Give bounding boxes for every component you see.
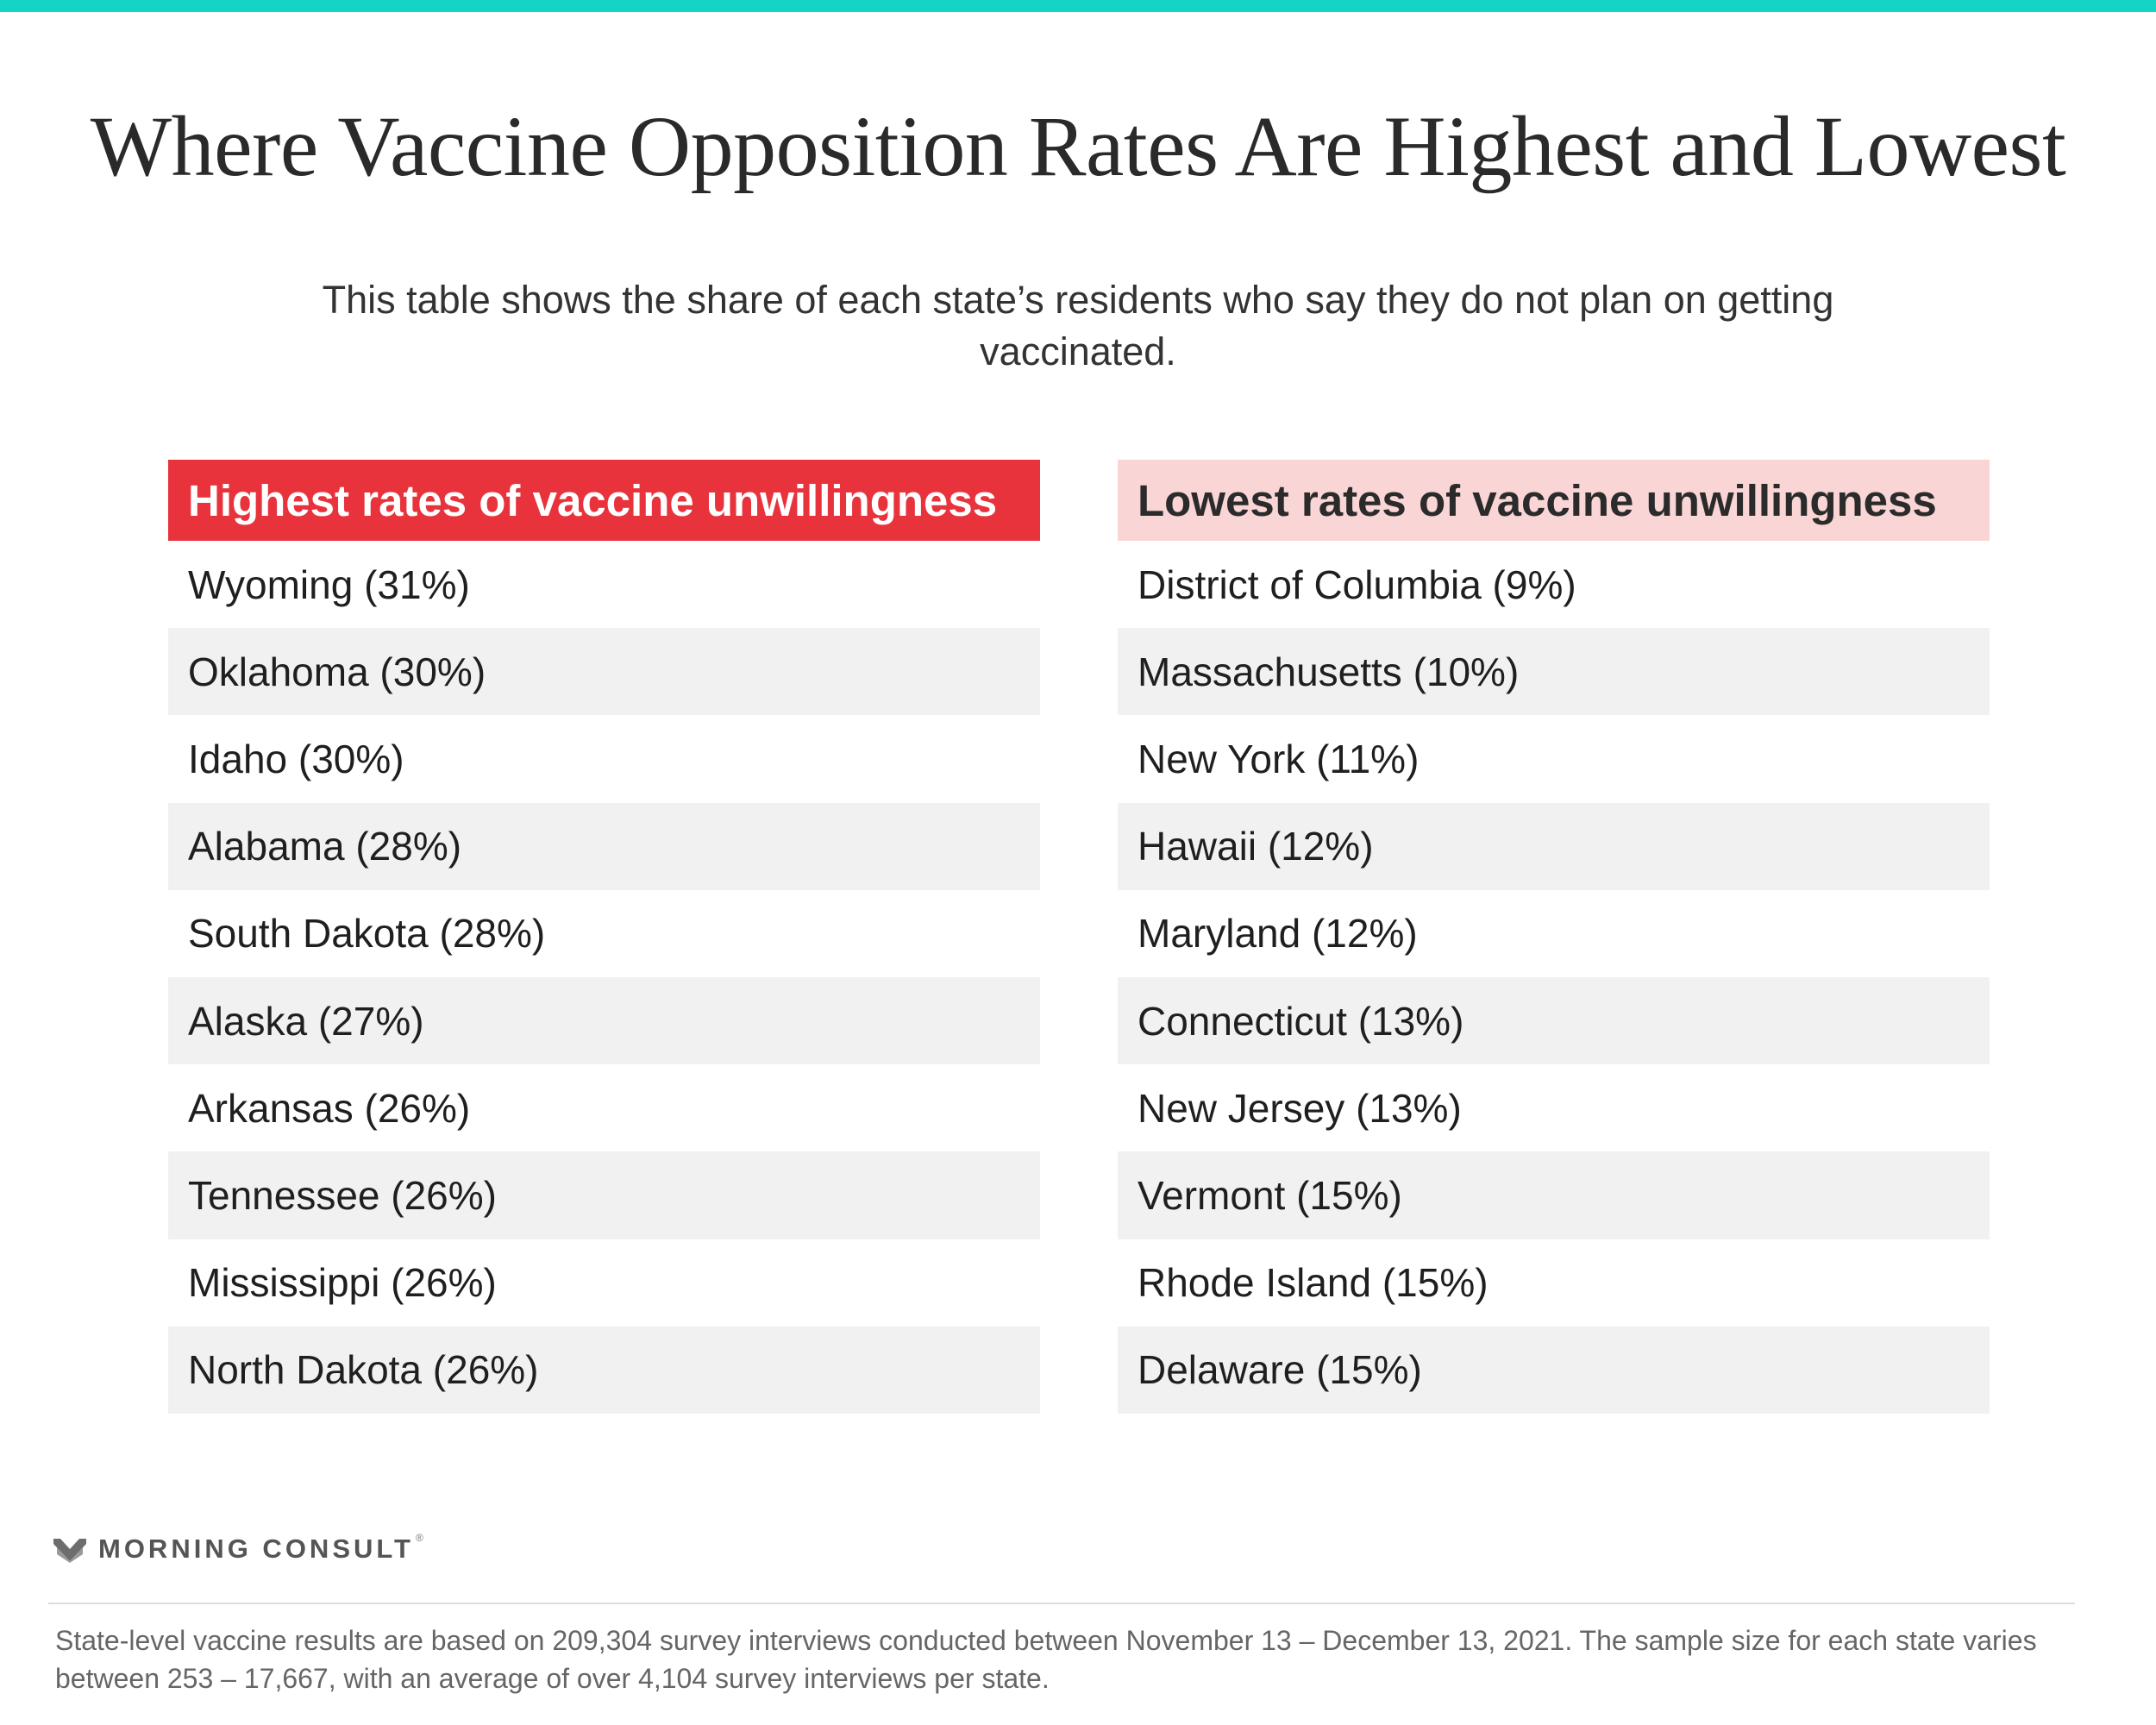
table-row: New York (11%) [1138,736,1420,781]
methodology-footnote: State-level vaccine results are based on… [55,1625,2037,1694]
chart-subtitle: This table shows the share of each state… [322,278,1834,373]
highest-rates-header: Highest rates of vaccine unwillingness [168,460,1040,541]
brand-name: MORNING CONSULT [98,1534,414,1564]
highest-rates-rows: Wyoming (31%) Oklahoma (30%) Idaho (30%) Al… [168,541,1040,1414]
top-accent-bar [0,0,2156,12]
table-row: Vermont (15%) [1118,1151,1990,1239]
table-row: Oklahoma (30%) [168,628,1040,716]
table-row: New Jersey (13%) [1138,1085,1462,1131]
lowest-rates-table: Lowest rates of vaccine unwillingness Di… [1118,460,1990,1414]
brand-logo: MORNING CONSULT ® [53,1532,423,1566]
registered-mark: ® [415,1532,423,1544]
table-row: Wyoming (31%) [188,561,470,607]
table-row: District of Columbia (9%) [1138,561,1576,607]
lowest-rates-header: Lowest rates of vaccine unwillingness [1118,460,1990,541]
morning-consult-logo-icon [53,1539,86,1563]
table-row: Idaho (30%) [188,736,404,781]
footer-divider [48,1603,2075,1604]
table-row: North Dakota (26%) [168,1326,1040,1414]
chart-title: Where Vaccine Opposition Rates Are Highe… [90,98,2066,194]
table-row: Massachusetts (10%) [1118,628,1990,716]
table-row: Alaska (27%) [168,976,1040,1065]
table-row: Rhode Island (15%) [1138,1260,1489,1306]
table-row: Delaware (15%) [1118,1326,1990,1414]
table-row: Alabama (28%) [168,802,1040,890]
table-row: Mississippi (26%) [188,1260,497,1306]
highest-rates-table: Highest rates of vaccine unwillingness W… [168,460,1040,1414]
table-row: Hawaii (12%) [1118,802,1990,890]
table-row: Arkansas (26%) [188,1085,471,1131]
table-row: Connecticut (13%) [1118,976,1990,1065]
table-row: Maryland (12%) [1138,911,1418,957]
table-row: South Dakota (28%) [188,911,546,957]
table-row: Tennessee (26%) [168,1151,1040,1239]
lowest-rates-rows: District of Columbia (9%) Massachusetts (… [1118,541,1990,1414]
